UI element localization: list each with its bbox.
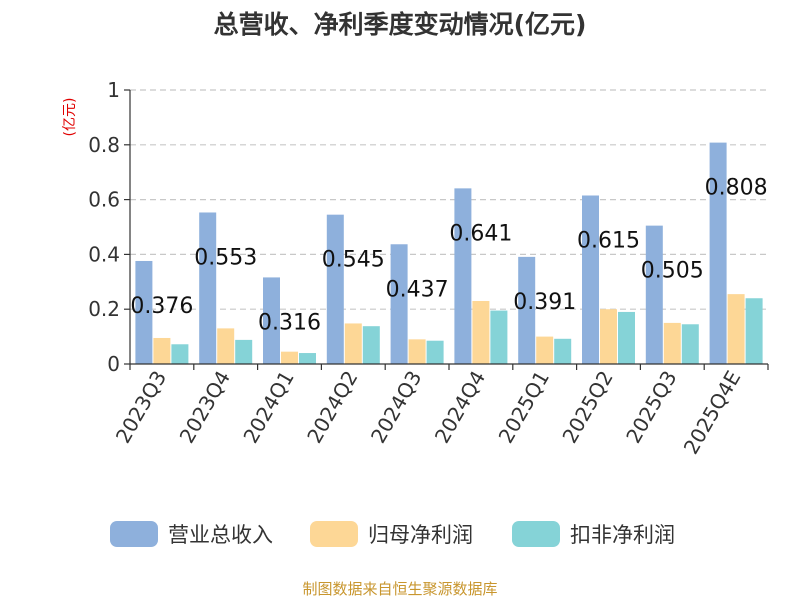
bars xyxy=(135,142,763,364)
y-tick-label: 0.2 xyxy=(88,297,120,321)
y-tick-label: 1 xyxy=(107,78,120,102)
legend-label: 扣非净利润 xyxy=(570,523,675,547)
data-label: 0.545 xyxy=(322,248,385,273)
bar-series-3-2025Q1 xyxy=(554,338,572,364)
bar-series-1-2025Q4E xyxy=(709,142,727,364)
bar-series-2-2023Q4 xyxy=(217,328,235,364)
bar-series-1-2024Q4 xyxy=(454,188,472,364)
bar-series-3-2024Q1 xyxy=(299,353,316,364)
bar-series-1-2025Q3 xyxy=(645,225,663,364)
x-tick-label: 2024Q1 xyxy=(238,367,298,448)
bar-series-2-2025Q2 xyxy=(600,309,617,364)
x-tick-label: 2025Q1 xyxy=(494,367,554,448)
bar-series-2-2024Q1 xyxy=(281,351,298,364)
bar-series-3-2024Q4 xyxy=(490,310,508,364)
bar-series-1-2023Q4 xyxy=(199,212,217,364)
bar-series-1-2023Q3 xyxy=(135,260,153,364)
x-tick-label: 2023Q3 xyxy=(111,367,171,448)
data-label: 0.808 xyxy=(705,176,768,201)
data-label: 0.615 xyxy=(577,228,640,253)
data-label: 0.553 xyxy=(194,245,257,270)
data-label: 0.391 xyxy=(513,290,576,315)
bar-series-2-2025Q4E xyxy=(727,294,745,364)
legend: 营业总收入 归母净利润 扣非净利润 xyxy=(110,521,675,547)
bar-series-1-2024Q1 xyxy=(263,277,280,364)
bar-series-3-2024Q2 xyxy=(362,326,380,364)
bar-series-1-2024Q2 xyxy=(326,214,344,364)
legend-swatch xyxy=(310,521,358,547)
legend-label: 归母净利润 xyxy=(368,523,473,547)
bar-series-1-2025Q1 xyxy=(518,256,536,364)
bar-series-3-2023Q3 xyxy=(171,344,189,364)
x-tick-label: 2025Q3 xyxy=(621,367,681,448)
bar-series-1-2025Q2 xyxy=(582,195,599,364)
chart-title: 总营收、净利季度变动情况(亿元) xyxy=(214,10,587,39)
x-tick-label: 2025Q2 xyxy=(557,367,617,448)
data-label: 0.437 xyxy=(386,277,449,302)
data-label: 0.505 xyxy=(641,259,704,284)
bar-series-3-2025Q3 xyxy=(681,324,699,364)
data-label: 0.376 xyxy=(130,294,193,319)
x-tick-label: 2023Q4 xyxy=(175,367,235,448)
y-tick-label: 0.4 xyxy=(88,242,120,266)
legend-swatch xyxy=(512,521,560,547)
y-unit-label: (亿元) xyxy=(62,98,78,137)
y-tick-label: 0.8 xyxy=(88,133,120,157)
bar-series-2-2025Q3 xyxy=(663,322,681,364)
bar-series-2-2024Q2 xyxy=(344,323,362,364)
bar-series-3-2025Q4E xyxy=(745,298,763,364)
y-tick-label: 0 xyxy=(107,352,120,376)
x-tick-label: 2025Q4E xyxy=(679,367,746,459)
bar-series-2-2024Q4 xyxy=(472,300,490,364)
bar-series-2-2024Q3 xyxy=(408,339,426,364)
x-tick-label: 2024Q2 xyxy=(302,367,362,448)
bar-series-2-2025Q1 xyxy=(536,336,554,364)
bar-series-3-2024Q3 xyxy=(426,340,444,364)
bar-series-1-2024Q3 xyxy=(390,244,408,364)
x-tick-label: 2024Q4 xyxy=(430,367,490,448)
bar-series-3-2023Q4 xyxy=(235,339,253,364)
source-note: 制图数据来自恒生聚源数据库 xyxy=(302,580,497,598)
legend-label: 营业总收入 xyxy=(168,523,273,547)
data-label: 0.641 xyxy=(449,221,512,246)
legend-swatch xyxy=(110,521,158,547)
bar-series-3-2025Q2 xyxy=(618,311,635,364)
y-tick-label: 0.6 xyxy=(88,188,120,212)
x-tick-label: 2024Q3 xyxy=(366,367,426,448)
data-label: 0.316 xyxy=(258,310,321,335)
bar-series-2-2023Q3 xyxy=(153,337,171,364)
